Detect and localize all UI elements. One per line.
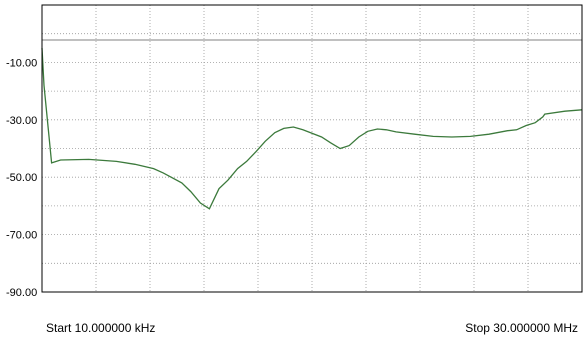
x-stop-label: Stop 30.000000 MHz [465, 321, 578, 335]
y-tick-label: -10.00 [6, 57, 37, 69]
y-tick-label: -30.00 [6, 115, 37, 127]
x-start-label: Start 10.000000 kHz [46, 321, 155, 335]
plot-frame [41, 4, 583, 293]
y-tick-label: -50.00 [6, 172, 37, 184]
grid [42, 5, 582, 292]
y-axis-ticks: -10.00 -30.00 -50.00 -70.00 -90.00 [6, 57, 37, 299]
y-tick-label: -70.00 [6, 230, 37, 242]
series-trace [41, 47, 583, 210]
y-tick-label: -90.00 [6, 287, 37, 299]
